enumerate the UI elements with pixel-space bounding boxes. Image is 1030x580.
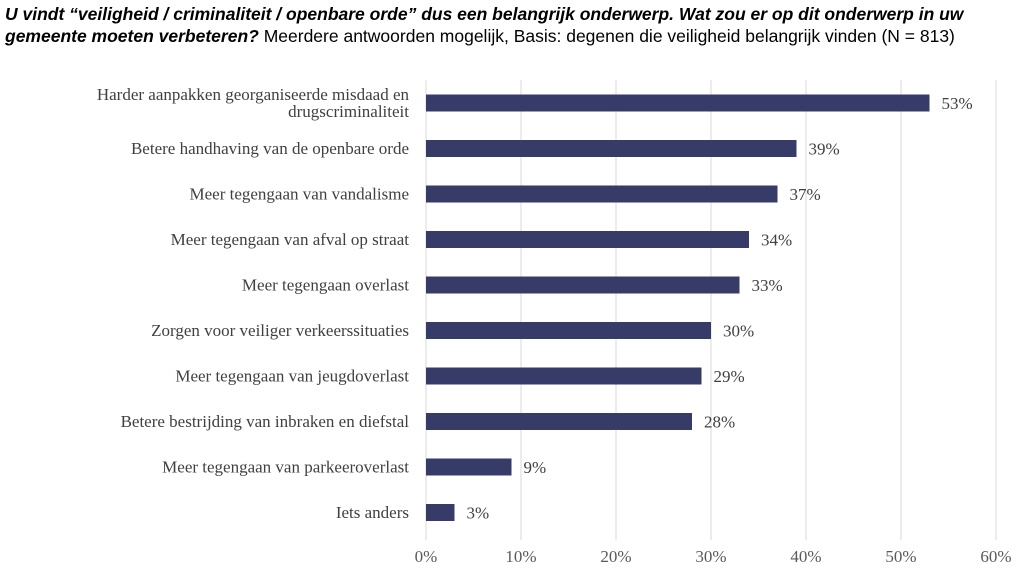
x-tick-label: 20% [600, 547, 631, 566]
category-label: Harder aanpakken georganiseerde misdaad … [97, 85, 410, 104]
x-tick-label: 30% [695, 547, 726, 566]
category-label: Betere bestrijding van inbraken en diefs… [121, 412, 410, 431]
bar [426, 322, 711, 339]
x-tick-label: 10% [505, 547, 536, 566]
bar [426, 185, 778, 203]
x-tick-label: 40% [790, 547, 821, 566]
value-label: 28% [704, 413, 735, 432]
category-label: Iets anders [336, 503, 409, 522]
value-label: 30% [723, 322, 754, 341]
bar [426, 458, 512, 476]
category-label: Meer tegengaan overlast [242, 276, 409, 295]
value-label: 39% [809, 140, 840, 159]
x-tick-label: 0% [415, 547, 438, 566]
value-label: 3% [467, 504, 490, 523]
value-label: 34% [761, 231, 792, 250]
bar [426, 276, 740, 294]
bar [426, 140, 797, 157]
category-label: drugscriminaliteit [288, 102, 409, 121]
chart-question: U vindt “veiligheid / criminaliteit / op… [5, 4, 964, 46]
bar [426, 94, 930, 112]
category-label: Betere handhaving van de openbare orde [131, 139, 409, 158]
category-label: Meer tegengaan van parkeeroverlast [162, 458, 409, 477]
bar [426, 413, 692, 430]
value-label: 9% [524, 458, 547, 477]
value-label: 33% [752, 276, 783, 295]
category-label: Meer tegengaan van vandalisme [190, 185, 410, 204]
chart-title: U vindt “veiligheid / criminaliteit / op… [5, 3, 1020, 47]
x-tick-label: 50% [885, 547, 916, 566]
category-label: Zorgen voor veiliger verkeerssituaties [151, 321, 409, 340]
category-label: Meer tegengaan van afval op straat [171, 230, 410, 249]
value-label: 53% [942, 94, 973, 113]
bar [426, 504, 455, 521]
category-label: Meer tegengaan van jeugdoverlast [175, 367, 409, 386]
value-label: 37% [790, 185, 821, 204]
x-tick-label: 60% [980, 547, 1011, 566]
chart-note: Meerdere antwoorden mogelijk, Basis: deg… [258, 26, 955, 46]
value-label: 29% [714, 367, 745, 386]
bar [426, 231, 749, 248]
bar [426, 367, 702, 385]
